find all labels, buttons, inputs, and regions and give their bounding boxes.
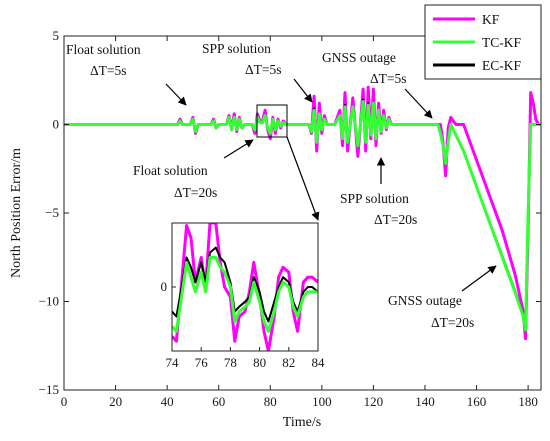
annotation-float-5s-line2: ΔT=5s (90, 63, 127, 78)
y-tick-label: 0 (53, 117, 60, 132)
inset-y-tick-label: 0 (161, 279, 168, 294)
inset-x-tick-label: 80 (253, 355, 266, 370)
annotation-spp-20s-line1: SPP solution (340, 191, 409, 206)
annotation-spp-20s-line2: ΔT=20s (374, 212, 417, 227)
annotation-float-20s-line2: ΔT=20s (174, 185, 217, 200)
inset-x-tick-label: 84 (312, 355, 326, 370)
series-line-tc-kf (64, 100, 541, 332)
arrow-float-5s (165, 83, 187, 106)
arrow-outage-5s (404, 88, 433, 119)
annotation-outage-20s-line2: ΔT=20s (431, 315, 474, 330)
inset-series-line-tc-kf (172, 256, 318, 333)
annotation-float-5s-line1: Float solution (66, 42, 141, 57)
inset-x-tick-label: 78 (224, 355, 237, 370)
legend-label-ec-kf: EC-KF (482, 58, 521, 73)
zoom-arrow (286, 136, 320, 221)
y-tick-label: 5 (53, 28, 60, 43)
y-tick-label: −15 (39, 382, 59, 397)
inset-x-tick-label: 76 (195, 355, 209, 370)
inset-series-group (172, 223, 318, 351)
main-series-group (64, 85, 541, 341)
x-tick-label: 100 (312, 394, 332, 409)
inset-x-tick-label: 74 (166, 355, 180, 370)
inset-ticks-group: 74 76 78 80 82 84 0 (161, 279, 326, 370)
y-tick-label: −10 (39, 294, 59, 309)
y-axis-label: North Position Error/m (9, 148, 24, 278)
annotation-spp-5s-line2: ΔT=5s (245, 62, 282, 77)
arrow-outage-20s (461, 265, 497, 292)
inset-x-tick-label: 82 (282, 355, 295, 370)
annotation-outage-5s-line2: ΔT=5s (370, 71, 407, 86)
y-tick-label: −5 (45, 205, 59, 220)
x-tick-label: 140 (415, 394, 435, 409)
arrow-spp-5s (293, 78, 313, 103)
x-tick-label: 0 (61, 394, 68, 409)
legend-label-tc-kf: TC-KF (482, 35, 521, 50)
annotation-outage-5s-line1: GNSS outage (322, 50, 396, 65)
main-ticks-group: 0 20 40 60 80 100 120 140 160 180 5 0 −5 −10 −15 (39, 28, 541, 409)
legend-label-kf: KF (482, 12, 500, 27)
x-tick-label: 40 (161, 394, 174, 409)
annotation-spp-5s-line1: SPP solution (202, 41, 271, 56)
x-tick-label: 160 (467, 394, 487, 409)
annotation-float-20s-line1: Float solution (133, 163, 208, 178)
x-tick-label: 60 (212, 394, 225, 409)
x-tick-label: 80 (264, 394, 277, 409)
x-tick-label: 20 (109, 394, 122, 409)
annotation-outage-20s-line1: GNSS outage (388, 293, 462, 308)
zoom-region-box (256, 104, 288, 138)
arrow-float-20s (223, 139, 254, 159)
x-tick-label: 180 (518, 394, 538, 409)
x-axis-label: Time/s (283, 415, 321, 430)
x-tick-label: 120 (364, 394, 384, 409)
legend: KF TC-KF EC-KF (424, 4, 542, 80)
